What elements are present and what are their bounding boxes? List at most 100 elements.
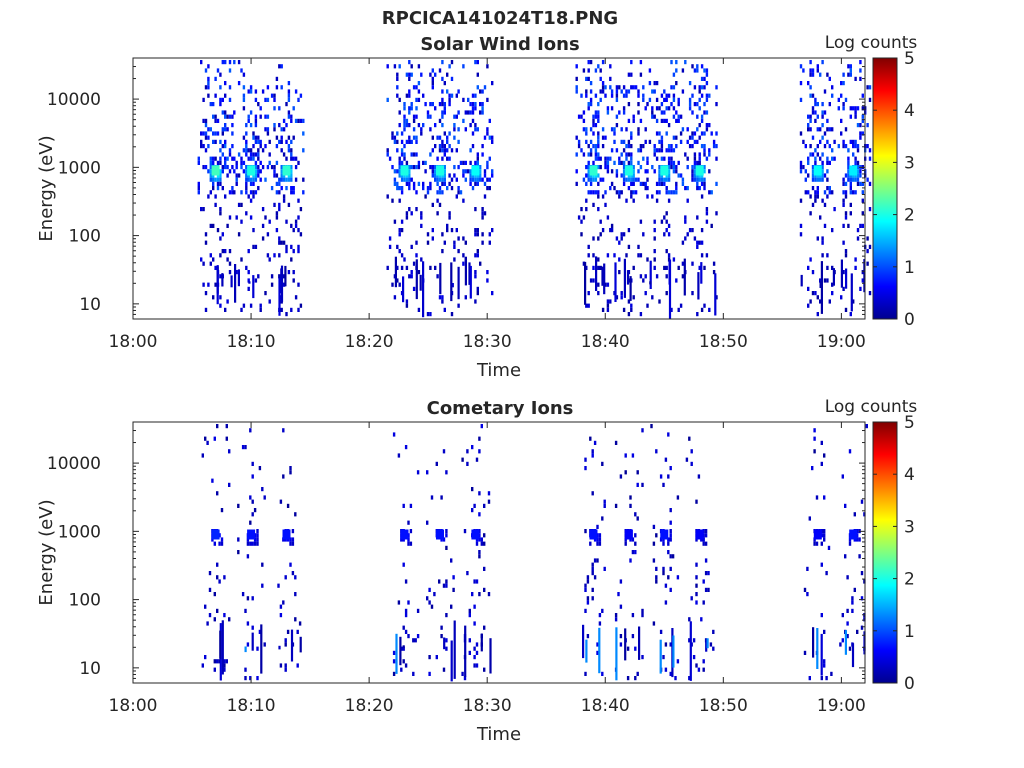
spectrogram-cell [601,307,605,312]
spectrogram-cell [672,93,676,98]
spectrogram-cell [197,181,200,186]
spectrogram-cell [597,64,600,69]
spectrogram-cell [474,160,477,165]
spectrogram-cell [662,482,665,487]
spectrogram-cell [700,118,704,123]
spectrogram-streak [668,260,671,285]
spectrogram-cell [592,131,595,136]
spectrogram-cell [478,550,481,555]
spectrogram-cell [865,424,868,429]
spectrogram-cell [833,139,836,144]
scan-peak-12 [849,529,858,540]
spectrogram-cell [849,68,852,73]
spectrogram-cell [446,135,449,140]
spectrogram-cell [863,617,866,622]
spectrogram-cell [235,173,238,178]
spectrogram-cell [644,169,647,174]
spectrogram-cell [240,202,243,207]
spectrogram-cell [278,177,281,182]
spectrogram-cell [715,85,718,90]
spectrogram-cell [290,244,293,249]
spectrogram-cell [705,211,709,216]
spectrogram-cell [249,152,253,157]
spectrogram-cell [443,148,446,153]
spectrogram-cell [280,307,283,312]
x-axis-label: Time [476,360,521,381]
spectrogram-cell [831,228,834,233]
spectrogram-cell [294,118,298,123]
spectrogram-cell [630,85,633,90]
spectrogram-cell [705,219,709,224]
spectrogram-cell [705,127,709,132]
spectrogram-cell [655,274,659,279]
spectrogram-cell [655,579,658,584]
spectrogram-cell [417,160,421,165]
spectrogram-cell [471,93,475,98]
spectrogram-cell [431,165,434,170]
spectrogram-cell [240,160,243,165]
spectrogram-cell [491,135,494,140]
spectrogram-cell [233,60,236,65]
spectrogram-cell [861,211,864,216]
spectrogram-cell [285,102,288,107]
spectrogram-cell [405,139,409,144]
spectrogram-cell [420,131,423,136]
spectrogram-cell [854,257,857,262]
spectrogram-cell [589,60,593,65]
spectrogram-cell [408,186,411,191]
spectrogram-cell [655,156,659,161]
spectrogram-cell [245,173,248,178]
spectrogram-cell [703,148,706,153]
spectrogram-cell [212,160,215,165]
spectrogram-cell [282,194,286,199]
spectrogram-cell [297,307,300,312]
spectrogram-cell [277,583,280,588]
spectrogram-cell [622,165,626,170]
spectrogram-cell [420,215,423,220]
spectrogram-cell [468,638,471,643]
spectrogram-cell [842,240,845,245]
spectrogram-cell [221,144,224,149]
spectrogram-cell [415,106,418,111]
spectrogram-cell [200,60,203,65]
spectrogram-cell [637,102,640,107]
spectrogram-cell [457,186,460,191]
spectrogram-cell [480,537,483,542]
spectrogram-cell [617,592,620,597]
spectrogram-cell [240,257,243,262]
spectrogram-cell [585,89,588,94]
spectrogram-cell [861,181,864,186]
spectrogram-cell [651,295,654,300]
spectrogram-cell [481,232,484,237]
spectrogram-cell [396,93,399,98]
spectrogram-streak [394,256,397,288]
spectrogram-cell [219,274,222,279]
spectrogram-cell [290,223,293,228]
spectrogram-cell [219,236,222,241]
spectrogram-cell [655,533,658,538]
spectrogram-cell [646,186,649,191]
spectrogram-cell [610,148,614,153]
spectrogram-cell [405,211,409,216]
spectrogram-cell [831,282,834,287]
spectrogram-cell [287,177,291,182]
spectrogram-cell [599,177,602,182]
spectrogram-cell [604,165,607,170]
spectrogram-cell [622,307,626,312]
spectrogram-cell [681,68,685,73]
spectrogram-cell [278,274,281,279]
spectrogram-cell [429,312,432,317]
spectrogram-cell [207,144,210,149]
spectrogram-streak [850,273,853,312]
spectrogram-cell [412,85,416,90]
spectrogram-cell [478,512,481,517]
spectrogram-cell [807,156,810,161]
spectrogram-cell [285,219,288,224]
spectrogram-cell [610,169,614,174]
spectrogram-cell [469,110,472,115]
spectrogram-cell [426,110,430,115]
spectrogram-cell [474,232,477,237]
spectrogram-cell [407,600,410,605]
spectrogram-cell [627,139,631,144]
spectrogram-cell [672,257,676,262]
